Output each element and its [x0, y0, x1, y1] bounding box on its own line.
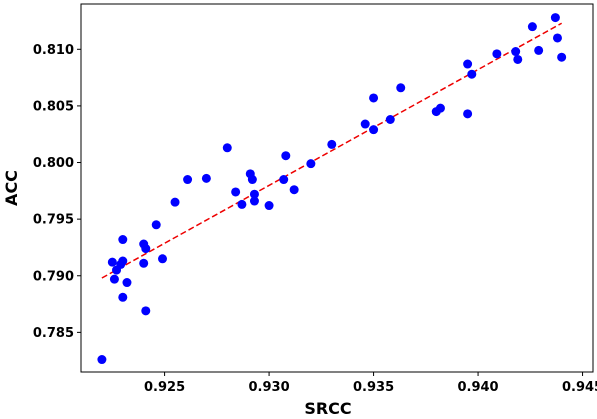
data-point: [527, 22, 537, 32]
y-tick-label: 0.800: [33, 156, 74, 171]
data-point: [385, 114, 395, 124]
data-point: [463, 59, 473, 69]
data-point: [201, 173, 211, 183]
x-tick-label: 0.925: [144, 380, 185, 395]
data-point: [107, 257, 117, 267]
data-point: [360, 119, 370, 129]
data-point: [141, 306, 151, 316]
data-point: [327, 139, 337, 149]
data-point: [513, 54, 523, 64]
data-point: [141, 244, 151, 254]
data-point: [369, 93, 379, 103]
fit-line-layer: [101, 22, 563, 279]
data-point: [237, 199, 247, 209]
data-point: [557, 52, 567, 62]
y-axis-label: ACC: [2, 170, 21, 206]
data-point: [222, 143, 232, 153]
data-point: [306, 159, 316, 169]
data-point: [467, 69, 477, 79]
data-point: [396, 83, 406, 93]
data-point: [281, 151, 291, 161]
x-tick-label: 0.935: [353, 380, 394, 395]
fit-line: [101, 22, 563, 279]
y-tick-label: 0.810: [33, 43, 74, 58]
data-point: [552, 33, 562, 43]
data-point: [534, 45, 544, 55]
x-axis: 0.925 0.930 0.935 0.940 0.945: [144, 372, 597, 395]
data-point: [109, 274, 119, 284]
data-point: [231, 187, 241, 197]
y-tick-label: 0.785: [33, 326, 74, 341]
y-tick-label: 0.805: [33, 99, 74, 114]
data-point: [247, 175, 257, 185]
plot-background: [81, 4, 593, 372]
y-axis: 0.785 0.790 0.795 0.800 0.805 0.810: [33, 43, 81, 341]
data-point: [122, 278, 132, 288]
data-point: [183, 175, 193, 185]
data-point: [492, 49, 502, 59]
data-point: [249, 189, 259, 199]
data-point: [151, 220, 161, 230]
data-point: [170, 197, 180, 207]
data-point: [511, 47, 521, 57]
x-axis-label: SRCC: [304, 399, 351, 418]
data-point: [279, 175, 289, 185]
x-tick-label: 0.930: [249, 380, 290, 395]
data-point: [289, 185, 299, 195]
data-point: [249, 196, 259, 206]
data-point: [118, 235, 128, 245]
y-tick-label: 0.790: [33, 269, 74, 284]
data-point: [118, 292, 128, 302]
y-tick-label: 0.795: [33, 213, 74, 228]
data-point: [435, 103, 445, 113]
data-point: [550, 13, 560, 23]
plot-frame: [80, 3, 594, 373]
points-layer: [97, 13, 567, 365]
data-point: [118, 256, 128, 266]
data-point: [369, 125, 379, 135]
data-point: [139, 258, 149, 268]
data-point: [97, 355, 107, 365]
x-tick-label: 0.945: [562, 380, 597, 395]
x-tick-label: 0.940: [457, 380, 498, 395]
data-point: [158, 254, 168, 264]
data-point: [264, 201, 274, 211]
data-point: [463, 109, 473, 119]
